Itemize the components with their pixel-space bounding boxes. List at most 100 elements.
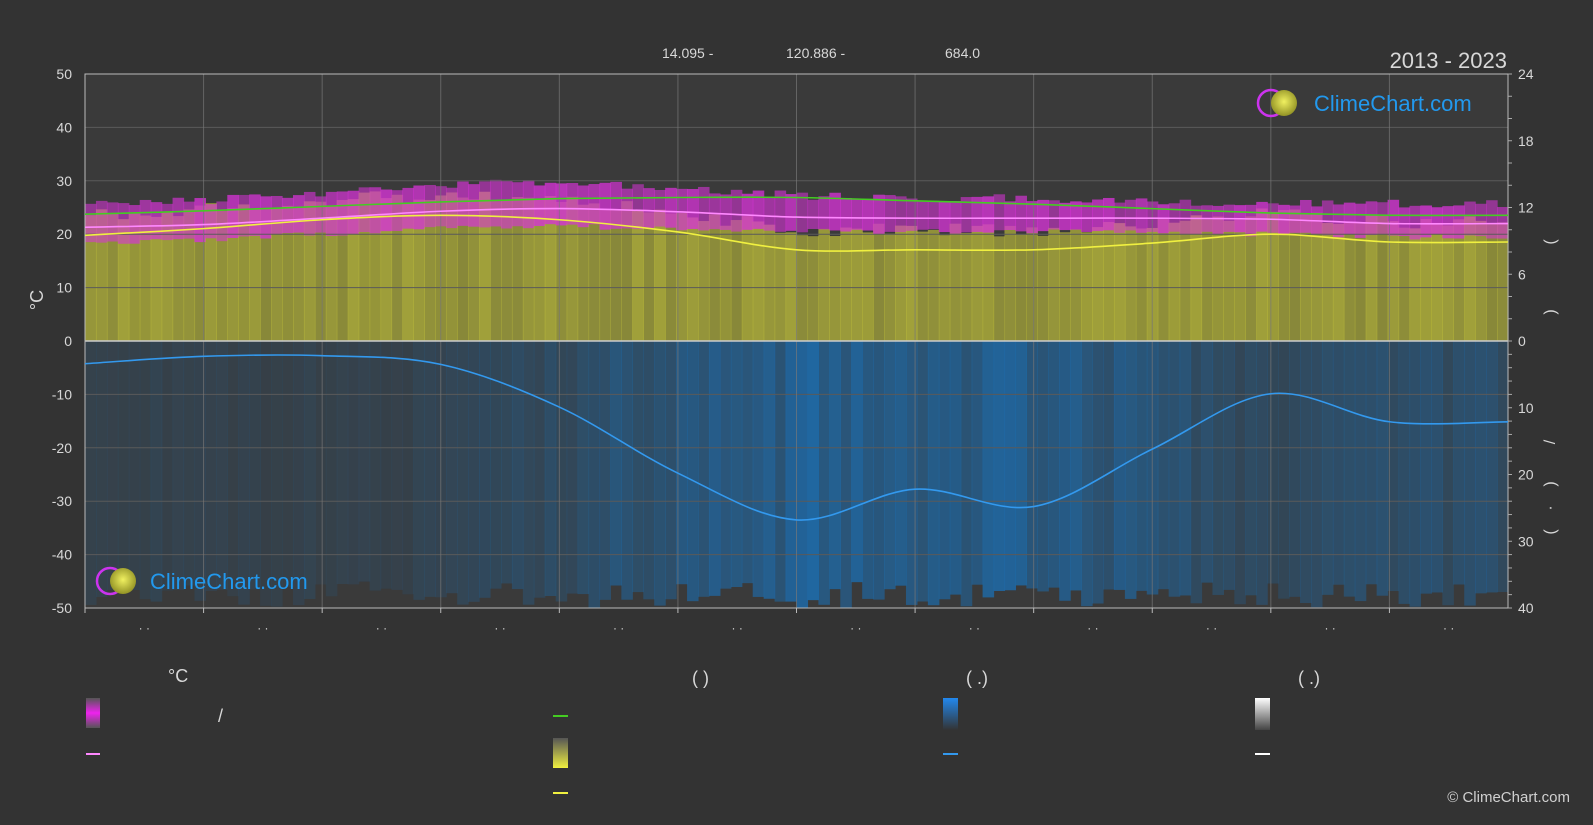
sunshine-bar bbox=[183, 209, 196, 341]
sunshine-bar bbox=[1070, 229, 1082, 341]
temp-range-bar bbox=[873, 194, 885, 235]
temp-range-bar bbox=[1267, 203, 1279, 233]
temp-range-bar bbox=[260, 196, 272, 239]
sunshine-bar bbox=[1321, 223, 1334, 341]
temp-range-bar bbox=[139, 199, 152, 241]
rain-bar bbox=[325, 341, 338, 597]
temp-range-bar bbox=[1442, 206, 1454, 239]
temp-range-bar bbox=[490, 179, 502, 227]
temp-range-bar bbox=[785, 194, 798, 231]
rain-bar bbox=[752, 341, 765, 597]
rain-bar bbox=[522, 341, 535, 605]
temp-range-bar bbox=[303, 191, 316, 236]
rain-bar bbox=[807, 341, 819, 601]
sunshine-bar bbox=[117, 219, 130, 341]
rain-bar bbox=[1212, 341, 1224, 595]
sunshine-bar bbox=[1234, 219, 1246, 341]
rain-bar bbox=[1113, 341, 1126, 590]
sunshine-bar bbox=[927, 229, 940, 341]
temp-range-bar bbox=[1081, 202, 1093, 232]
sunshine-bar bbox=[500, 200, 513, 341]
temp-range-bar bbox=[468, 184, 480, 227]
rain-bar bbox=[1464, 341, 1476, 606]
rain-bar bbox=[654, 341, 666, 606]
sunshine-bar bbox=[741, 216, 754, 341]
sunshine-bar bbox=[654, 209, 666, 341]
copyright: © ClimeChart.com bbox=[1447, 789, 1570, 806]
temp-range-bar bbox=[763, 196, 776, 231]
sunshine-bar bbox=[205, 203, 217, 341]
sunshine-bar bbox=[676, 213, 688, 341]
sunshine-bar bbox=[1267, 211, 1279, 341]
temp-range-bar bbox=[227, 194, 239, 238]
right-bottom-tick-label: 30 bbox=[1518, 533, 1534, 549]
rain-bar bbox=[610, 341, 622, 586]
sunshine-bar bbox=[227, 208, 239, 341]
temp-range-bar bbox=[818, 196, 830, 230]
rain-bar bbox=[1332, 341, 1345, 585]
sunshine-bar bbox=[774, 232, 787, 341]
rain-bar bbox=[763, 341, 776, 599]
temp-range-bar bbox=[1420, 205, 1432, 238]
sunshine-bar bbox=[665, 213, 677, 341]
temp-range-bar bbox=[500, 181, 513, 229]
elevation: 684.0 bbox=[945, 45, 980, 61]
sunshine-bar bbox=[577, 204, 590, 341]
rain-bar bbox=[446, 341, 458, 594]
rain-bar bbox=[1070, 341, 1082, 591]
temp-range-bar bbox=[610, 181, 622, 229]
legend: °C ( ) ( .) ( .) / bbox=[86, 666, 1320, 794]
sunshine-bar bbox=[1475, 220, 1487, 341]
axis-ticks: 50 40 30 20 10 0 -10 -20 -30 -40 -50 24 18 12 6 0 10 20 30… bbox=[52, 66, 1534, 635]
temp-range-bar bbox=[1048, 200, 1060, 230]
sunshine-bar bbox=[282, 205, 294, 341]
rain-bar bbox=[249, 341, 261, 590]
sunshine-bar bbox=[468, 199, 480, 341]
temp-range-bar bbox=[172, 197, 185, 240]
temp-range-bar bbox=[1398, 207, 1411, 237]
rain-bar bbox=[380, 341, 393, 589]
temp-range-bar bbox=[993, 194, 1006, 231]
sunshine-bar bbox=[1168, 222, 1181, 341]
sunshine-bar bbox=[446, 192, 458, 341]
rain-bar bbox=[577, 341, 590, 595]
rain-bar bbox=[1015, 341, 1027, 586]
rain-bar bbox=[676, 341, 688, 585]
temp-range-bar bbox=[1102, 197, 1115, 231]
coord-latitude: 14.095 - bbox=[662, 45, 714, 61]
temp-range-bar bbox=[391, 190, 404, 231]
temp-range-bar bbox=[292, 195, 305, 233]
sunshine-bar bbox=[358, 192, 371, 341]
sunshine-bar bbox=[1190, 215, 1203, 341]
sunshine-bar bbox=[588, 203, 601, 341]
temp-range-bar bbox=[128, 205, 141, 244]
temp-range-bar bbox=[424, 184, 436, 228]
sunshine-bar bbox=[1245, 216, 1257, 341]
sunshine-bar bbox=[391, 194, 404, 341]
temp-range-bar bbox=[982, 196, 995, 233]
temp-range-bar bbox=[1300, 199, 1312, 233]
sunshine-bar bbox=[1124, 226, 1137, 341]
temp-range-bar bbox=[796, 192, 809, 233]
rain-line bbox=[84, 354, 1509, 521]
rain-bar bbox=[292, 341, 305, 606]
sunshine-bar bbox=[1081, 232, 1093, 341]
rain-bar bbox=[708, 341, 721, 596]
right-axis-mark-6: ) bbox=[1542, 481, 1559, 486]
temp-range-bar bbox=[741, 193, 754, 230]
rain-bar bbox=[1289, 341, 1301, 597]
sunshine-bar bbox=[533, 198, 546, 341]
legend-rain-swatch bbox=[943, 698, 958, 730]
right-axis-mark-3: / bbox=[1542, 439, 1559, 444]
right-bottom-tick-label: 10 bbox=[1518, 400, 1534, 416]
right-top-tick-label: 24 bbox=[1518, 66, 1534, 82]
sunshine-bar bbox=[249, 209, 261, 341]
temp-range-bar bbox=[522, 180, 535, 229]
sunshine-bar bbox=[216, 211, 228, 341]
temp-range-bar bbox=[413, 185, 425, 230]
sunshine-bar bbox=[1431, 222, 1443, 341]
rain-bar bbox=[1310, 341, 1323, 608]
sunshine-bar bbox=[1256, 208, 1268, 341]
rain-bar bbox=[500, 341, 513, 584]
sunshine-bar bbox=[1365, 214, 1378, 341]
